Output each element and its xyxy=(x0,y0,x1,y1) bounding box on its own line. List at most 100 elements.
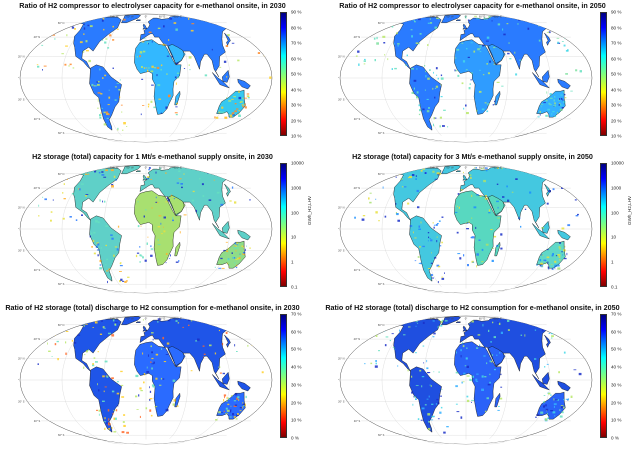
data-cell xyxy=(440,74,443,77)
coastline-indonesia xyxy=(532,374,550,391)
data-cell xyxy=(432,277,434,279)
coastline-northAmerica xyxy=(392,318,442,372)
data-cell xyxy=(520,225,522,228)
coastline-northAmerica xyxy=(72,16,122,70)
data-cell xyxy=(158,215,162,217)
data-cell xyxy=(378,220,380,222)
data-cell xyxy=(496,354,498,356)
data-cell xyxy=(121,384,124,386)
data-cell xyxy=(424,89,426,91)
data-cell xyxy=(436,398,439,401)
data-cell xyxy=(168,94,170,98)
data-cell xyxy=(152,386,156,388)
data-cell xyxy=(172,379,176,382)
data-cell xyxy=(559,247,562,250)
data-cell xyxy=(117,225,120,228)
data-cell xyxy=(96,249,100,251)
data-cell xyxy=(99,333,103,335)
data-cell xyxy=(395,176,397,178)
data-cell xyxy=(103,176,107,178)
lat-label: 20° S xyxy=(18,249,25,253)
data-cell xyxy=(433,371,435,373)
data-cell xyxy=(79,188,81,191)
data-cell xyxy=(496,244,499,247)
data-cell xyxy=(471,194,473,197)
data-cell xyxy=(112,39,115,41)
data-cell xyxy=(478,90,482,93)
data-cell xyxy=(509,58,512,60)
data-cell xyxy=(548,268,550,270)
data-cell xyxy=(497,322,500,324)
data-cell xyxy=(169,18,173,20)
data-cell xyxy=(556,111,558,114)
data-cell xyxy=(558,98,560,100)
land-layer xyxy=(72,316,252,444)
data-cell xyxy=(465,357,468,360)
data-cell xyxy=(551,335,554,338)
data-cell xyxy=(237,243,239,246)
lon-label: 0° xyxy=(145,317,147,321)
data-cell xyxy=(423,362,425,364)
data-cell xyxy=(225,407,228,410)
data-cell xyxy=(438,220,441,222)
data-cell xyxy=(97,84,100,86)
data-cell xyxy=(175,320,178,322)
data-cell xyxy=(409,225,413,227)
data-cell xyxy=(456,231,459,234)
data-cell xyxy=(205,169,208,172)
data-cell xyxy=(103,200,106,203)
lat-label: 20° N xyxy=(18,54,25,58)
data-cell xyxy=(242,402,244,404)
colorbar-tick-label: 40 % xyxy=(611,364,622,370)
data-cell xyxy=(508,42,510,44)
data-cell xyxy=(237,59,240,62)
data-cell xyxy=(428,420,430,423)
data-cell xyxy=(160,68,162,71)
data-cell xyxy=(567,398,569,401)
data-cell xyxy=(476,17,480,20)
coastline-greenland xyxy=(121,165,141,174)
data-cell xyxy=(221,343,224,346)
data-cell xyxy=(462,60,466,63)
data-cell xyxy=(214,116,216,119)
colorbar-tick-label: 50 % xyxy=(291,346,302,352)
data-cell xyxy=(432,87,434,90)
data-cell xyxy=(410,169,412,171)
data-cell xyxy=(476,347,479,349)
graticule-labels: 60° N 40° N 20° N 0° 20° S 40° S 60° S 120° W 60… xyxy=(18,166,182,287)
data-cell xyxy=(482,324,484,327)
data-cell xyxy=(472,261,475,263)
data-cell xyxy=(395,203,397,205)
data-cell xyxy=(151,84,154,86)
lat-label: 60° S xyxy=(378,131,385,135)
data-cell xyxy=(159,384,162,386)
data-cell xyxy=(71,340,74,342)
data-cell xyxy=(539,111,541,113)
data-cell xyxy=(216,191,220,194)
graticule-labels: 60° N 40° N 20° N 0° 20° S 40° S 60° S 120° W 60… xyxy=(18,317,182,438)
coastline-eurasia xyxy=(139,317,227,379)
coastline-greenland xyxy=(441,316,461,325)
data-cell xyxy=(497,217,501,219)
data-cell xyxy=(488,212,491,214)
data-cell xyxy=(114,86,117,88)
coastline-northAmerica xyxy=(392,16,442,70)
data-cell xyxy=(373,37,376,40)
data-cell xyxy=(417,206,420,209)
lon-label: 60° E xyxy=(479,317,486,321)
data-cell xyxy=(475,167,477,169)
data-cell xyxy=(121,111,123,113)
coastline-arabia xyxy=(487,44,506,64)
data-cell xyxy=(150,248,154,250)
data-patches xyxy=(354,166,579,283)
data-cell xyxy=(234,344,236,347)
data-cell xyxy=(515,178,518,180)
data-cell xyxy=(142,105,145,106)
data-cell xyxy=(238,114,241,117)
coastline-eurasia xyxy=(139,15,227,77)
data-cell xyxy=(208,199,212,201)
data-cell xyxy=(191,199,195,202)
data-cell xyxy=(79,41,83,44)
coastline-indonesia xyxy=(212,374,230,391)
data-cell xyxy=(151,65,154,68)
